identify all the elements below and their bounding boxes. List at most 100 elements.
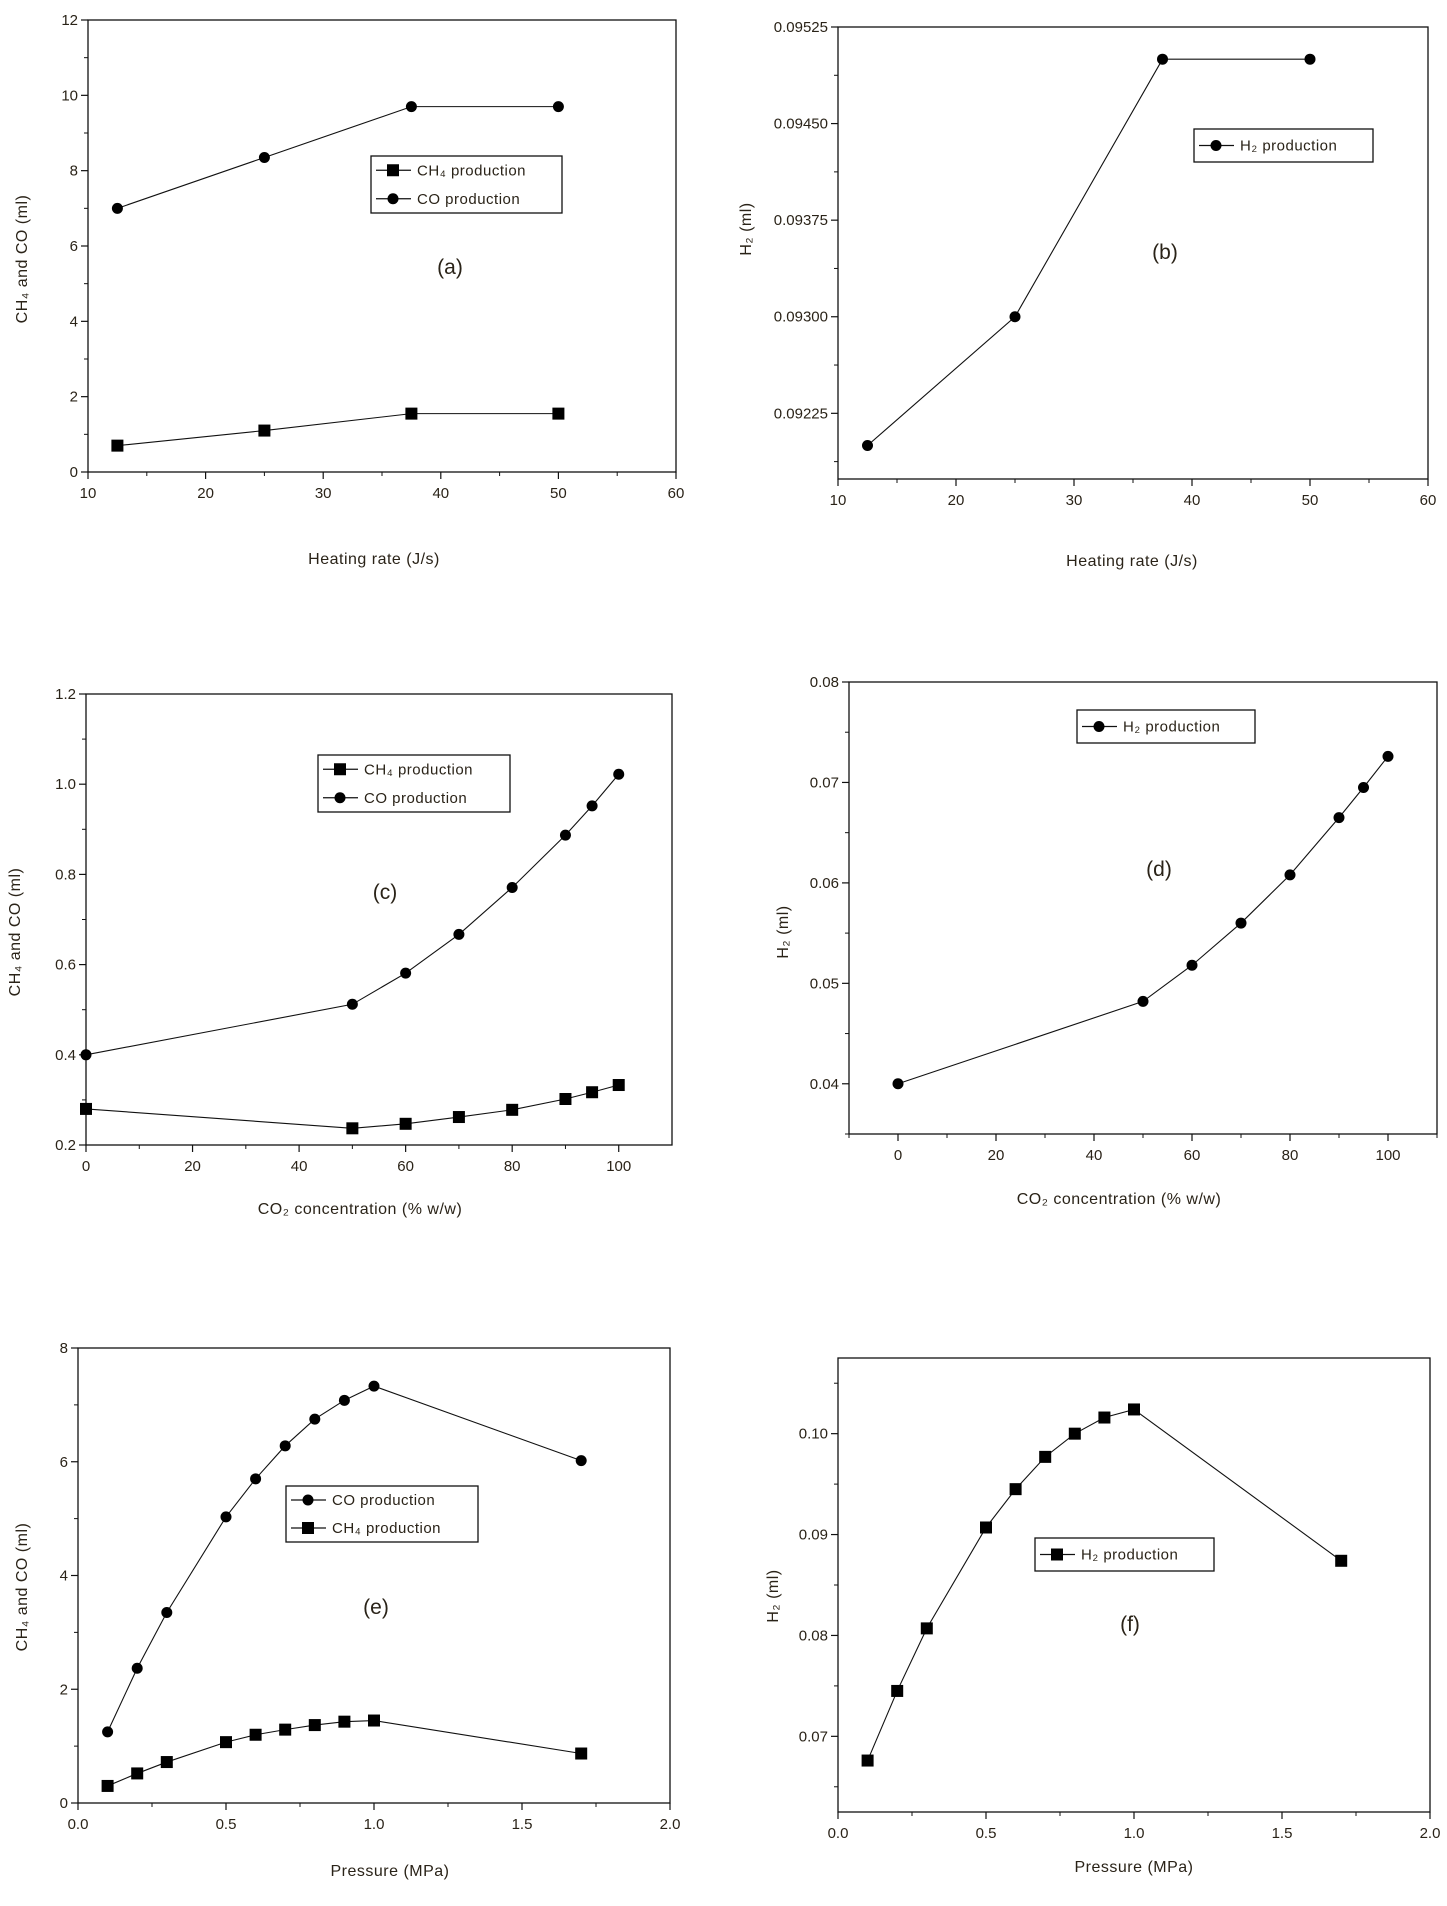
data-point [1039,1450,1052,1463]
data-point [101,1779,114,1792]
data-point [346,998,358,1010]
x-tick-label: 1.0 [364,1816,385,1833]
y-tick-label: 0.10 [799,1426,828,1443]
data-point [338,1394,350,1406]
series-circle-1 [80,768,625,1061]
data-point [1235,917,1247,929]
y-tick-label: 6 [60,1454,68,1471]
data-point [980,1521,992,1534]
data-point [111,202,123,214]
y-axis-label: CH₄ and CO (ml) [14,1523,31,1652]
y-tick-label: 0.8 [55,866,76,883]
y-tick-label: 0.2 [55,1137,76,1154]
data-point [506,881,518,893]
x-tick-label: 30 [315,485,332,502]
series-circle-1 [111,101,564,214]
x-tick-label: 20 [988,1147,1005,1164]
panel-label: (d) [1146,858,1172,881]
x-tick-label: 0 [894,1147,902,1164]
series-line [867,1408,1342,1761]
legend-entry-label: CH₄ production [417,162,526,179]
legend-entry-label: CO production [364,790,467,807]
legend: CH₄ production CO production [317,754,511,813]
x-axis-label: Pressure (MPa) [1074,1859,1193,1876]
data-point [1358,781,1369,793]
y-tick-label: 2 [60,1681,68,1698]
x-tick-label: 30 [1066,492,1083,509]
y-axis-label: H₂ (ml) [775,905,792,958]
x-tick-label: 20 [948,492,965,509]
data-point [1009,1483,1022,1496]
x-tick-label: 0 [82,1158,90,1175]
y-tick-label: 0.07 [799,1728,828,1745]
data-point [399,1117,412,1130]
legend: H₂ production [1193,128,1374,163]
legend-box [370,155,563,214]
series-line [117,413,559,447]
data-point [258,424,271,437]
x-tick-label: 1.5 [512,1816,533,1833]
data-point [861,1754,874,1767]
panel-label: (e) [363,1596,389,1619]
data-point [552,101,564,113]
series-line [867,58,1310,446]
x-axis-label: CO₂ concentration (% w/w) [1017,1191,1222,1208]
legend-entry-label: CH₄ production [364,761,473,778]
x-tick-label: 2.0 [660,1816,681,1833]
data-point [1098,1411,1111,1424]
y-tick-label: 0.05 [810,975,839,992]
y-axis-label: H₂ (ml) [765,1569,782,1622]
series-line [107,1719,582,1787]
x-tick-label: 10 [80,485,97,502]
x-axis-label: Heating rate (J/s) [308,551,440,568]
x-tick-label: 40 [432,485,449,502]
legend-marker-circle [302,1494,314,1506]
x-tick-label: 50 [1302,492,1319,509]
data-point [131,1767,144,1780]
y-tick-label: 4 [60,1568,68,1585]
data-point [405,101,417,113]
data-point [1284,869,1296,881]
panel-label: (b) [1152,241,1178,264]
data-point [575,1455,587,1467]
y-tick-label: 0.08 [810,674,839,691]
data-point [586,1086,599,1099]
x-tick-label: 100 [606,1158,631,1175]
plot-frame [837,1357,1431,1813]
x-axis-label: Pressure (MPa) [330,1863,449,1880]
data-point [161,1606,173,1618]
data-point [1137,995,1149,1007]
x-tick-label: 100 [1375,1147,1400,1164]
x-tick-label: 60 [668,485,685,502]
series-line [107,1385,582,1733]
plot-frame [837,26,1429,480]
data-point [346,1122,359,1135]
y-tick-label: 8 [60,1340,68,1357]
series-square-0 [111,407,565,452]
x-tick-label: 1.0 [1124,1825,1145,1842]
data-point [80,1102,92,1115]
y-axis-label: CH₄ and CO (ml) [14,195,31,324]
series-square-0 [80,1079,625,1135]
x-tick-label: 80 [504,1158,521,1175]
data-point [338,1715,351,1728]
data-point [308,1719,321,1732]
legend-entry-label: H₂ production [1240,138,1337,155]
y-tick-label: 2 [70,389,78,406]
panel-label: (f) [1120,1613,1140,1636]
data-point [1333,812,1345,824]
y-tick-label: 0 [70,464,78,481]
y-tick-label: 0.6 [55,957,76,974]
x-axis-label: CO₂ concentration (% w/w) [258,1201,463,1218]
data-point [279,1440,291,1452]
series-circle-0 [892,750,1394,1090]
series-circle-0 [102,1380,587,1738]
legend-marker-circle [1210,140,1222,151]
chart-panel-c: 0 20 40 60 80 100 0.2 0.4 0.6 0.8 1.0 1.2 CH₄ produc… [7,686,673,1218]
data-point [102,1726,114,1738]
legend-entry-label: H₂ production [1123,719,1220,736]
chart-panel-b: 10 20 30 40 50 60 0.09225 0.09300 0.09375 0.09450… [738,19,1436,570]
data-point [1157,53,1168,65]
y-tick-label: 0.09300 [774,309,828,326]
legend: H₂ production [1034,1537,1215,1572]
